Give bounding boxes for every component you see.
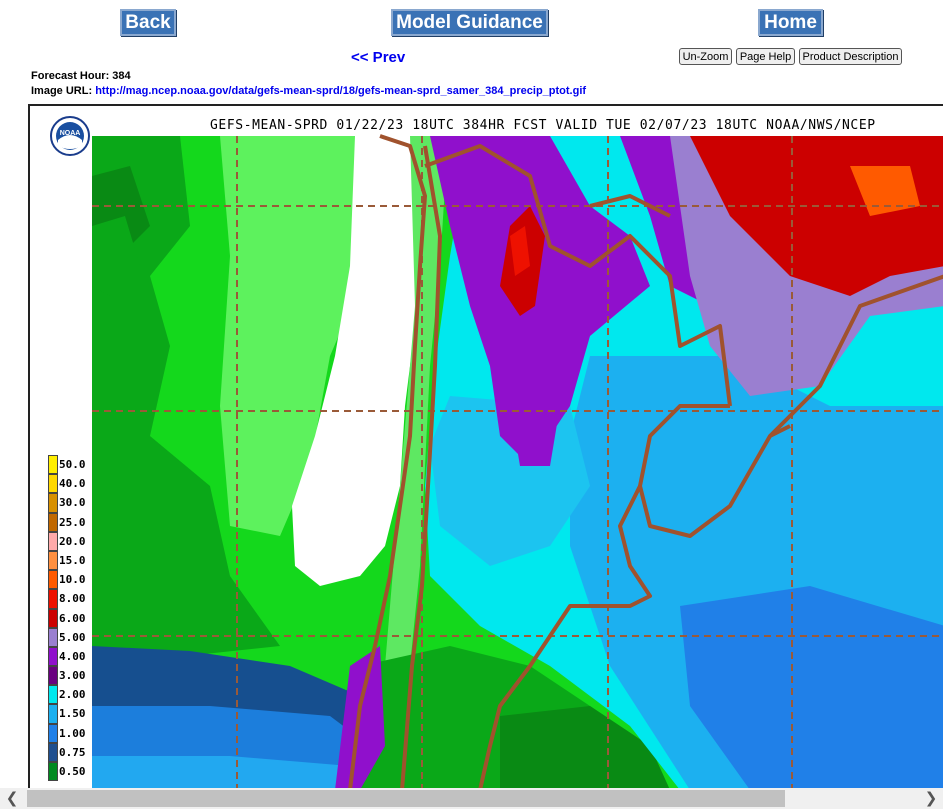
model-guidance-button[interactable]: Model Guidance: [391, 9, 548, 36]
forecast-map[interactable]: GEFS-MEAN-SPRD 01/22/23 18UTC 384HR FCST…: [28, 104, 943, 788]
legend-swatch: [48, 608, 58, 628]
svg-text:NOAA: NOAA: [60, 130, 81, 137]
legend-swatch: [48, 666, 58, 686]
legend-label: 3.00: [59, 669, 86, 683]
unzoom-button[interactable]: Un-Zoom: [679, 48, 732, 65]
legend-label: 5.00: [59, 630, 86, 644]
legend-label: 25.0: [59, 515, 86, 529]
legend-swatch: [48, 762, 58, 782]
home-button[interactable]: Home: [758, 9, 823, 36]
forecast-hour-label: Forecast Hour: 384: [31, 70, 131, 82]
legend-label: 20.0: [59, 534, 86, 548]
legend-swatch: [48, 550, 58, 571]
legend-swatch: [48, 512, 58, 532]
legend-label: 15.0: [59, 553, 86, 567]
legend-label: 6.00: [59, 611, 86, 625]
legend-swatch: [48, 723, 58, 743]
legend-label: 0.50: [59, 765, 86, 778]
legend-label: 1.00: [59, 726, 86, 740]
legend-swatch: [48, 474, 58, 494]
legend-swatch: [48, 570, 58, 590]
image-url-link[interactable]: http://mag.ncep.noaa.gov/data/gefs-mean-…: [95, 85, 587, 97]
legend-label: 0.75: [59, 745, 86, 759]
image-url-label: Image URL:: [31, 85, 93, 97]
legend-swatch: [48, 493, 58, 513]
scroll-right-arrow-icon[interactable]: ❯: [924, 790, 938, 807]
legend-swatch: [48, 742, 58, 762]
prev-link[interactable]: << Prev: [351, 49, 406, 66]
legend-swatch: [48, 646, 58, 667]
precip-map-image: [92, 134, 943, 788]
scroll-left-arrow-icon[interactable]: ❮: [5, 790, 19, 807]
legend-label: 1.50: [59, 707, 86, 721]
horizontal-scrollbar[interactable]: ❮ ❯: [0, 788, 943, 809]
product-description-button[interactable]: Product Description: [799, 48, 902, 65]
scrollbar-thumb[interactable]: [27, 790, 785, 807]
legend-label: 2.00: [59, 688, 86, 702]
legend-swatch: [48, 531, 58, 551]
legend-swatch: [48, 685, 58, 705]
legend-swatch: [48, 589, 58, 609]
legend-label: 10.0: [59, 573, 86, 587]
legend-label: 40.0: [59, 477, 86, 491]
legend-label: 50.0: [59, 458, 86, 471]
image-url-row: Image URL: http://mag.ncep.noaa.gov/data…: [31, 85, 586, 97]
legend-swatch: [48, 704, 58, 724]
legend-swatch: [48, 455, 58, 475]
legend-swatch: [48, 627, 58, 647]
legend-label: 8.00: [59, 592, 86, 606]
back-button[interactable]: Back: [120, 9, 176, 36]
noaa-logo: NOAA: [50, 116, 90, 161]
legend-label: 4.00: [59, 649, 86, 663]
map-title: GEFS-MEAN-SPRD 01/22/23 18UTC 384HR FCST…: [210, 118, 876, 133]
page-help-button[interactable]: Page Help: [736, 48, 795, 65]
legend-label: 30.0: [59, 496, 86, 510]
